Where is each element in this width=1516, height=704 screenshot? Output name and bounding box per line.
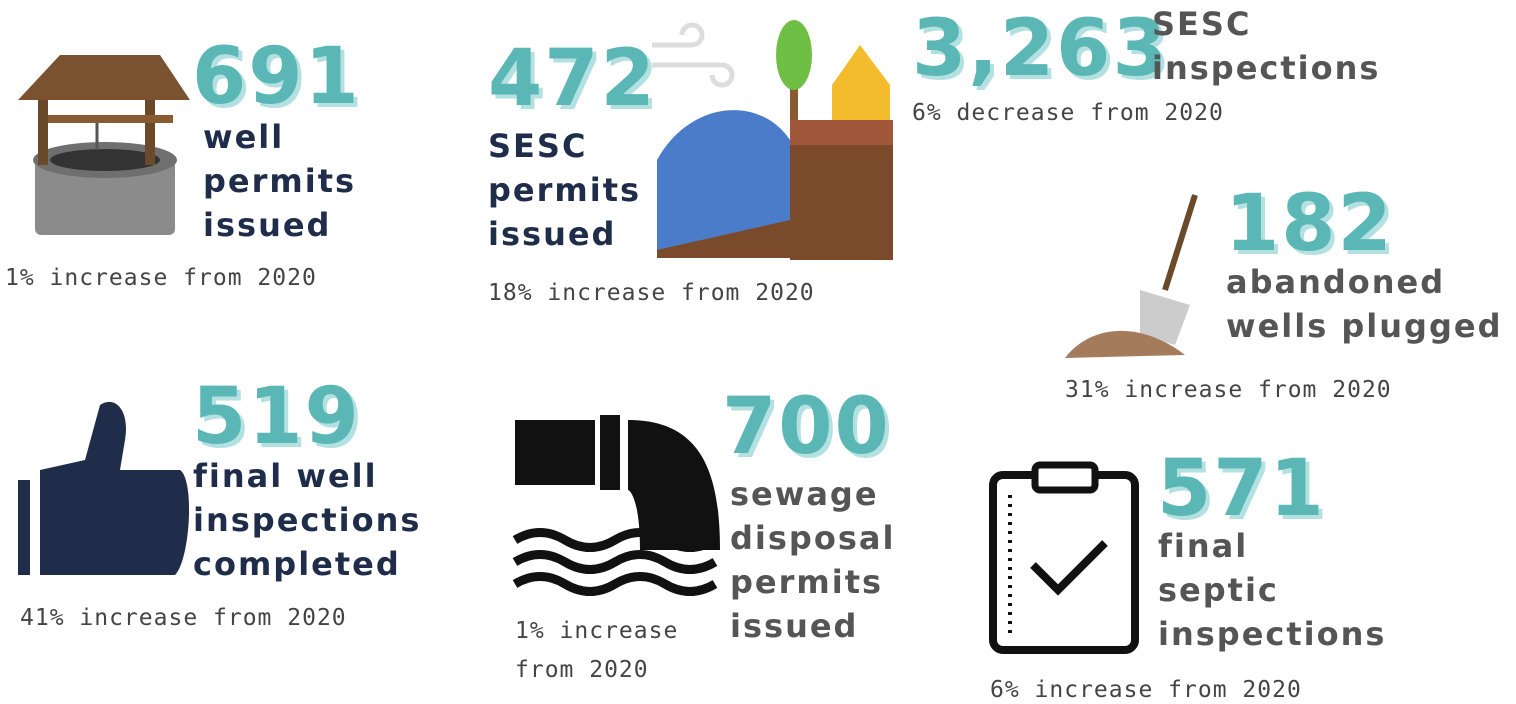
stat-label: sewage [730,475,879,513]
stat-number: 3,263 [912,4,1169,94]
stat-label: well [203,118,284,156]
stat-note: 1% increase [515,618,678,644]
stat-label: issued [203,206,331,244]
stat-label: permits [730,563,883,601]
stat-number: 700 [722,382,891,472]
stat-label: final [1158,527,1248,565]
erosion-icon [652,20,893,260]
stat-note: 18% increase from 2020 [488,280,815,306]
stat-label: disposal [730,519,895,557]
stat-number: 571 [1157,444,1326,534]
well-icon [18,55,190,235]
stat-label: issued [730,607,858,645]
stat-note: 6% increase from 2020 [990,677,1302,703]
stat-note: 41% increase from 2020 [20,605,347,631]
stat-note: 1% increase from 2020 [5,265,317,291]
stat-label: completed [193,545,401,583]
stat-note: 31% increase from 2020 [1065,377,1392,403]
stat-label: wells plugged [1226,307,1502,345]
stat-label: permits [488,171,641,209]
stat-label: SESC [488,127,587,165]
stat-number: 472 [488,34,657,124]
stat-label: inspections [1158,615,1386,653]
stat-number: 691 [192,32,361,122]
thumbs-up-icon [18,401,190,575]
clipboard-icon [989,461,1139,654]
shovel-icon [1065,194,1198,358]
stat-label: inspections [1152,49,1380,87]
stat-label: inspections [193,501,421,539]
stat-label: abandoned [1226,263,1445,301]
stat-label: issued [488,215,616,253]
pipe-icon [512,415,720,596]
stat-label: SESC [1152,5,1251,43]
stat-label: septic [1158,571,1279,609]
stat-label: final well [193,457,378,495]
stat-number: 519 [192,372,361,462]
stat-number: 182 [1225,179,1394,269]
stat-note: 6% decrease from 2020 [912,100,1224,126]
stat-note: from 2020 [515,657,649,683]
stat-label: permits [203,162,356,200]
